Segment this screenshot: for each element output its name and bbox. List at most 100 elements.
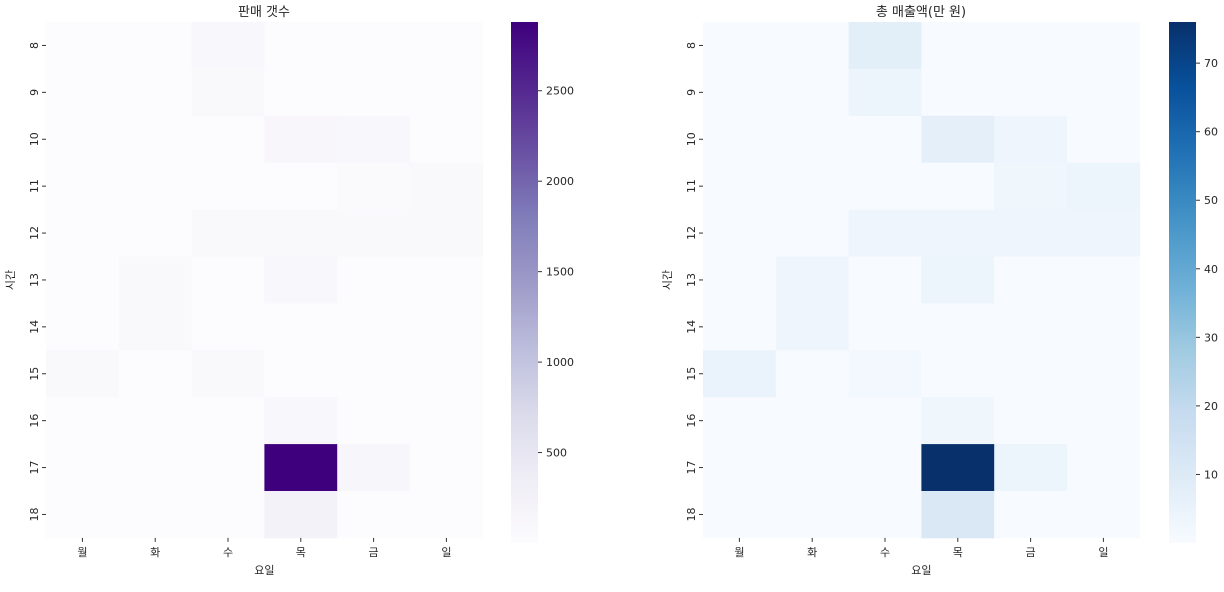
y-tick-label: 9	[685, 89, 698, 96]
y-axis-label: 시간	[661, 270, 674, 290]
chart-title: 총 매출액(만 원)	[876, 5, 966, 20]
heatmap-cell	[848, 397, 922, 445]
y-tick-label: 16	[685, 414, 698, 428]
heatmap-cell	[46, 162, 120, 210]
y-tick-label: 15	[685, 367, 698, 381]
y-tick-label: 11	[28, 179, 41, 193]
heatmap-cell	[191, 397, 265, 445]
heatmap-cell	[46, 444, 120, 492]
y-tick-label: 17	[685, 461, 698, 475]
colorbar-tick-label: 500	[546, 447, 567, 460]
heatmap-cell	[775, 444, 849, 492]
x-tick-label: 일	[1098, 545, 1108, 559]
x-tick-label: 금	[1026, 546, 1036, 559]
heatmap-cell	[703, 209, 777, 257]
heatmap-cell	[264, 22, 338, 70]
heatmap-cell	[264, 256, 338, 304]
heatmap-cell	[410, 162, 484, 210]
heatmap-cell	[337, 115, 411, 164]
heatmap-cell	[848, 256, 922, 304]
heatmap-cell	[337, 256, 411, 304]
heatmap-cell	[994, 68, 1068, 117]
heatmap-cell	[118, 68, 192, 117]
heatmap-cell	[118, 491, 192, 539]
heatmap-cell	[1067, 209, 1141, 257]
x-tick-label: 목	[296, 546, 306, 559]
heatmap-cell	[775, 397, 849, 445]
y-tick-label: 10	[28, 132, 41, 146]
heatmap-cell	[921, 115, 995, 164]
heatmap-cell	[191, 444, 265, 492]
heatmap-cell	[264, 68, 338, 117]
heatmap-cell	[410, 22, 484, 70]
heatmap-cell	[994, 444, 1068, 492]
heatmap-cell	[410, 256, 484, 304]
heatmap-cell	[921, 303, 995, 351]
heatmap-cell	[337, 162, 411, 210]
heatmap-cell	[337, 209, 411, 257]
heatmap-cell	[337, 350, 411, 398]
heatmap-cell	[118, 162, 192, 210]
heatmap-cell	[848, 303, 922, 351]
heatmap-cell	[410, 397, 484, 445]
heatmap-cell	[848, 68, 922, 117]
heatmap-cell	[994, 22, 1068, 70]
heatmap-cell	[410, 444, 484, 492]
heatmap-cell	[775, 256, 849, 304]
heatmap-cell	[264, 162, 338, 210]
heatmap-cell	[118, 115, 192, 164]
heatmap-cell	[410, 209, 484, 257]
y-tick-label: 13	[685, 273, 698, 287]
heatmap-cell	[191, 68, 265, 117]
heatmap-cell	[921, 444, 995, 492]
heatmap-sales-count: 판매 갯수 8 9 10 11 12 13 14 15 16 17 18 월 화 수 목 금 일요일 시간 500 10…	[4, 5, 574, 577]
chart-title: 판매 갯수	[238, 5, 290, 20]
y-tick-label: 12	[28, 226, 41, 240]
heatmap-cell	[264, 444, 338, 492]
heatmap-cell	[921, 22, 995, 70]
heatmap-cell	[1067, 68, 1141, 117]
heatmap-cell	[118, 303, 192, 351]
heatmap-cell	[1067, 115, 1141, 164]
heatmap-cell	[191, 491, 265, 539]
heatmap-cell	[118, 350, 192, 398]
heatmap-cell	[337, 397, 411, 445]
y-tick-label: 14	[28, 320, 41, 334]
x-tick-label: 금	[369, 546, 379, 559]
heatmap-cell	[410, 115, 484, 164]
heatmap-cell	[703, 22, 777, 70]
heatmap-cell	[994, 115, 1068, 164]
heatmap-cell	[775, 115, 849, 164]
heatmap-cell	[921, 256, 995, 304]
heatmap-cell	[703, 115, 777, 164]
heatmap-cell	[921, 209, 995, 257]
heatmap-cell	[191, 350, 265, 398]
heatmap-cell	[118, 256, 192, 304]
heatmap-cell	[775, 303, 849, 351]
heatmap-cell	[264, 303, 338, 351]
heatmap-cell	[118, 22, 192, 70]
heatmap-cell	[264, 350, 338, 398]
y-tick-label: 18	[685, 507, 698, 521]
heatmap-cell	[703, 303, 777, 351]
heatmap-cell	[337, 303, 411, 351]
heatmap-cell	[921, 350, 995, 398]
heatmap-cell	[775, 491, 849, 539]
x-tick-label: 화	[807, 546, 817, 559]
heatmap-cell	[191, 256, 265, 304]
heatmap-cell	[703, 256, 777, 304]
y-tick-label: 16	[28, 414, 41, 428]
heatmap-cell	[46, 68, 120, 117]
heatmap-cell	[848, 22, 922, 70]
heatmap-cell	[848, 491, 922, 539]
heatmap-cell	[848, 350, 922, 398]
heatmap-cell	[775, 162, 849, 210]
heatmap-cell	[994, 209, 1068, 257]
heatmap-cell	[994, 397, 1068, 445]
heatmap-cell	[191, 303, 265, 351]
colorbar-tick-label: 2000	[546, 175, 574, 188]
colorbar-tick-label: 20	[1204, 400, 1218, 413]
heatmap-cell	[337, 22, 411, 70]
heatmap-cell	[848, 115, 922, 164]
heatmap-cell	[410, 303, 484, 351]
